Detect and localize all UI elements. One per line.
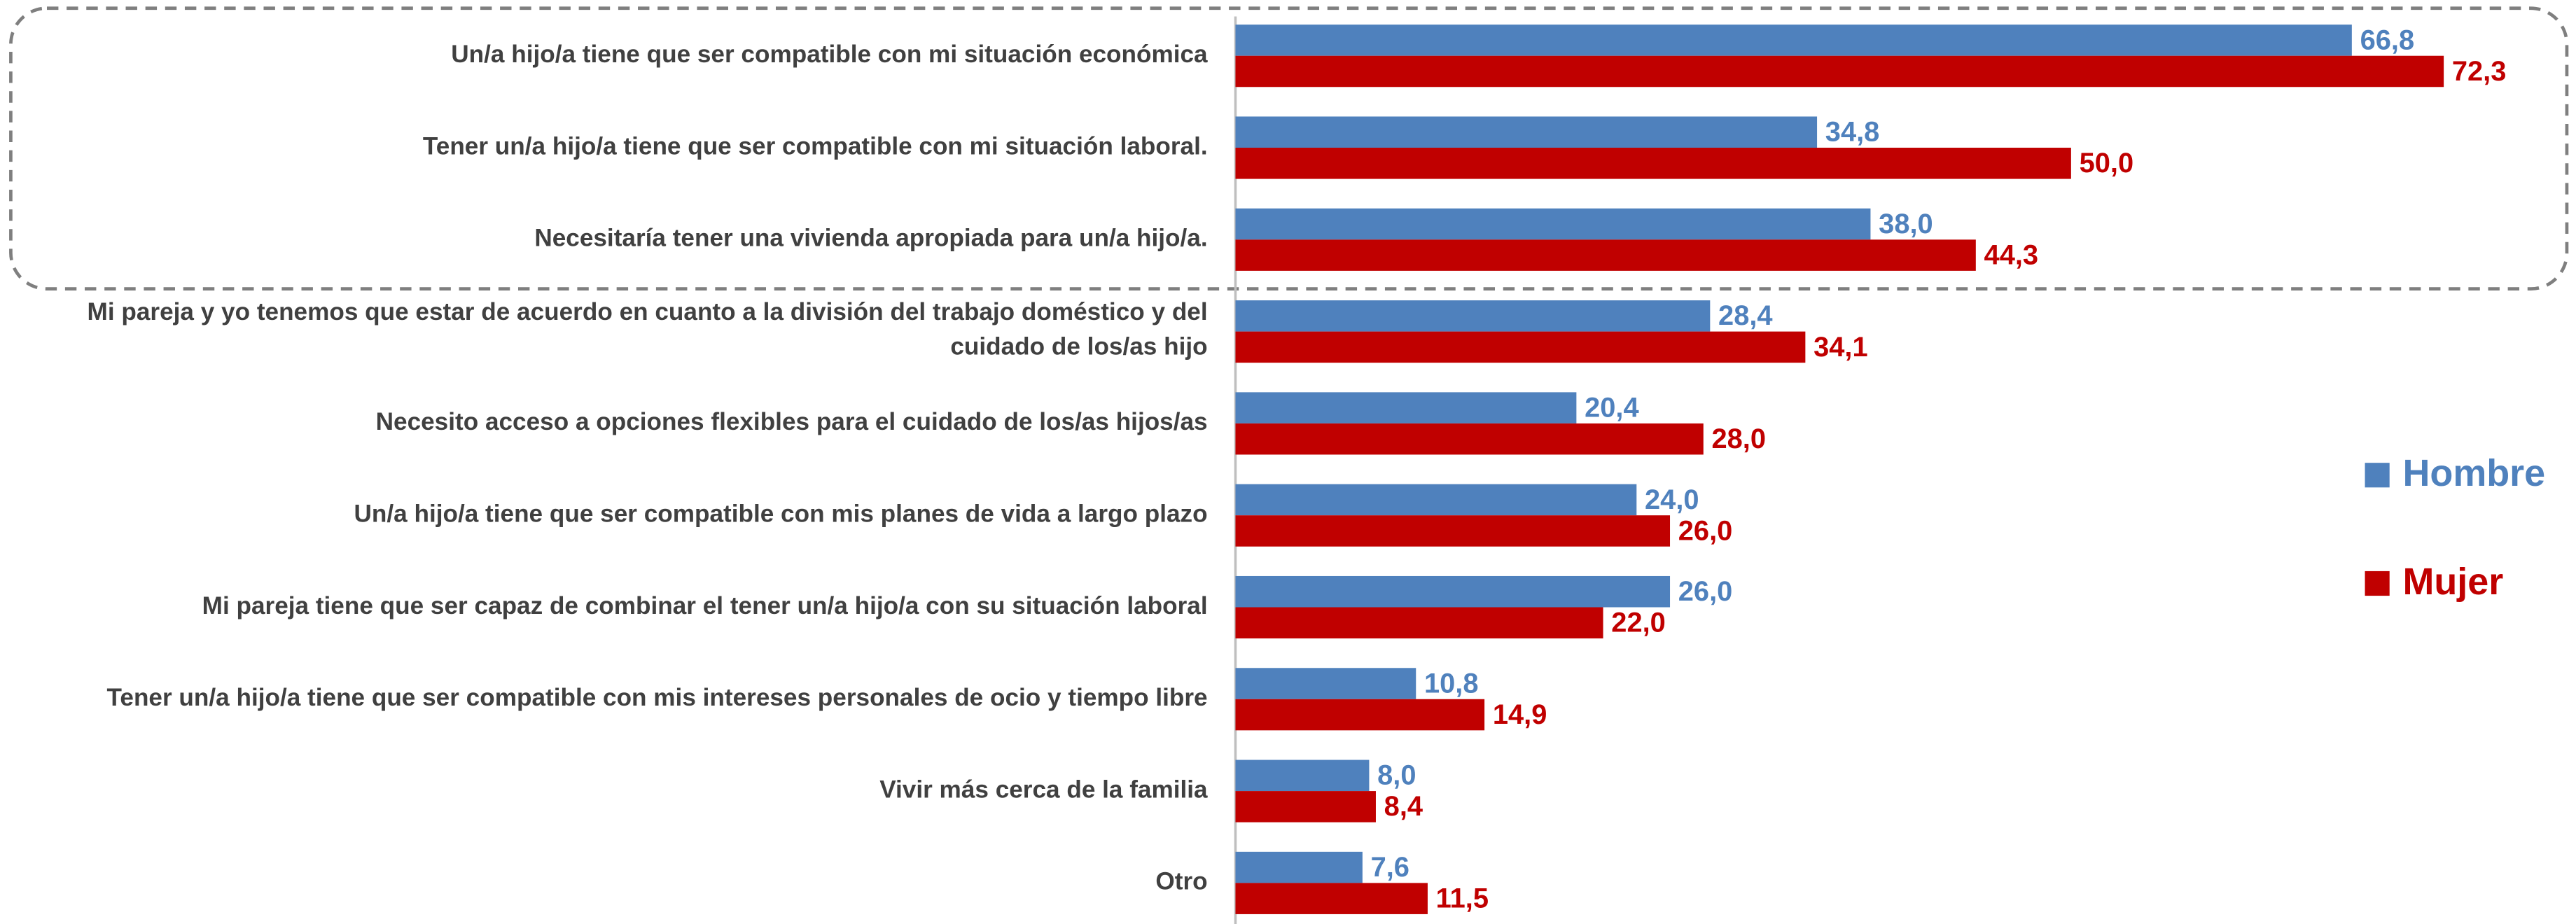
bar <box>1235 515 1671 547</box>
value-label: 22,0 <box>1611 608 1666 638</box>
value-label: 28,0 <box>1711 424 1766 454</box>
bar <box>1235 208 1871 240</box>
category-label: Necesitaría tener una vivienda apropiada… <box>534 225 1207 252</box>
bar <box>1235 148 2071 179</box>
value-label: 26,0 <box>1678 515 1733 546</box>
value-label: 34,1 <box>1813 332 1868 363</box>
value-label: 72,3 <box>2452 56 2507 87</box>
bar <box>1235 300 1711 332</box>
legend-swatch <box>2365 463 2390 488</box>
bar <box>1235 116 1818 148</box>
bar <box>1235 575 1671 608</box>
category-label: Necesito acceso a opciones flexibles par… <box>376 408 1208 435</box>
bar <box>1235 760 1370 792</box>
bar <box>1235 55 2444 88</box>
value-label: 28,4 <box>1718 300 1773 331</box>
bar <box>1235 791 1376 822</box>
value-label: 8,0 <box>1377 760 1416 791</box>
bar <box>1235 607 1603 639</box>
category-label: Un/a hijo/a tiene que ser compatible con… <box>354 500 1208 527</box>
value-label: 10,8 <box>1424 668 1479 699</box>
value-label: 20,4 <box>1585 393 1639 424</box>
bar <box>1235 331 1806 363</box>
value-label: 26,0 <box>1678 576 1733 607</box>
category-label: Otro <box>1155 868 1207 895</box>
category-label: Un/a hijo/a tiene que ser compatible con… <box>451 41 1208 68</box>
bar <box>1235 699 1485 731</box>
bar <box>1235 883 1428 914</box>
value-label: 14,9 <box>1493 699 1547 730</box>
value-label: 38,0 <box>1879 209 1933 239</box>
legend-label: Hombre <box>2402 452 2545 494</box>
category-label: Mi pareja y yo tenemos que estar de acue… <box>88 298 1208 326</box>
highlight-box <box>9 6 2569 290</box>
value-label: 34,8 <box>1825 117 1880 148</box>
bar <box>1235 392 1577 424</box>
category-label: cuidado de los/as hijo <box>950 332 1207 360</box>
category-label: Mi pareja tiene que ser capaz de combina… <box>202 592 1208 620</box>
value-label: 66,8 <box>2360 24 2415 55</box>
bar <box>1235 668 1416 699</box>
legend-label: Mujer <box>2402 561 2503 603</box>
bar <box>1235 24 2352 56</box>
bar <box>1235 851 1363 883</box>
bar <box>1235 239 1976 271</box>
category-label: Vivir más cerca de la familia <box>879 776 1208 803</box>
value-label: 50,0 <box>2080 148 2134 178</box>
category-label: Tener un/a hijo/a tiene que ser compatib… <box>107 684 1208 711</box>
value-label: 11,5 <box>1436 883 1489 914</box>
value-label: 24,0 <box>1645 484 1699 515</box>
category-label: Tener un/a hijo/a tiene que ser compatib… <box>423 132 1208 160</box>
bar <box>1235 484 1637 516</box>
bar <box>1235 423 1704 455</box>
value-label: 7,6 <box>1371 852 1409 883</box>
value-label: 44,3 <box>1984 239 2039 270</box>
value-label: 8,4 <box>1384 791 1423 822</box>
legend-swatch <box>2365 570 2390 596</box>
